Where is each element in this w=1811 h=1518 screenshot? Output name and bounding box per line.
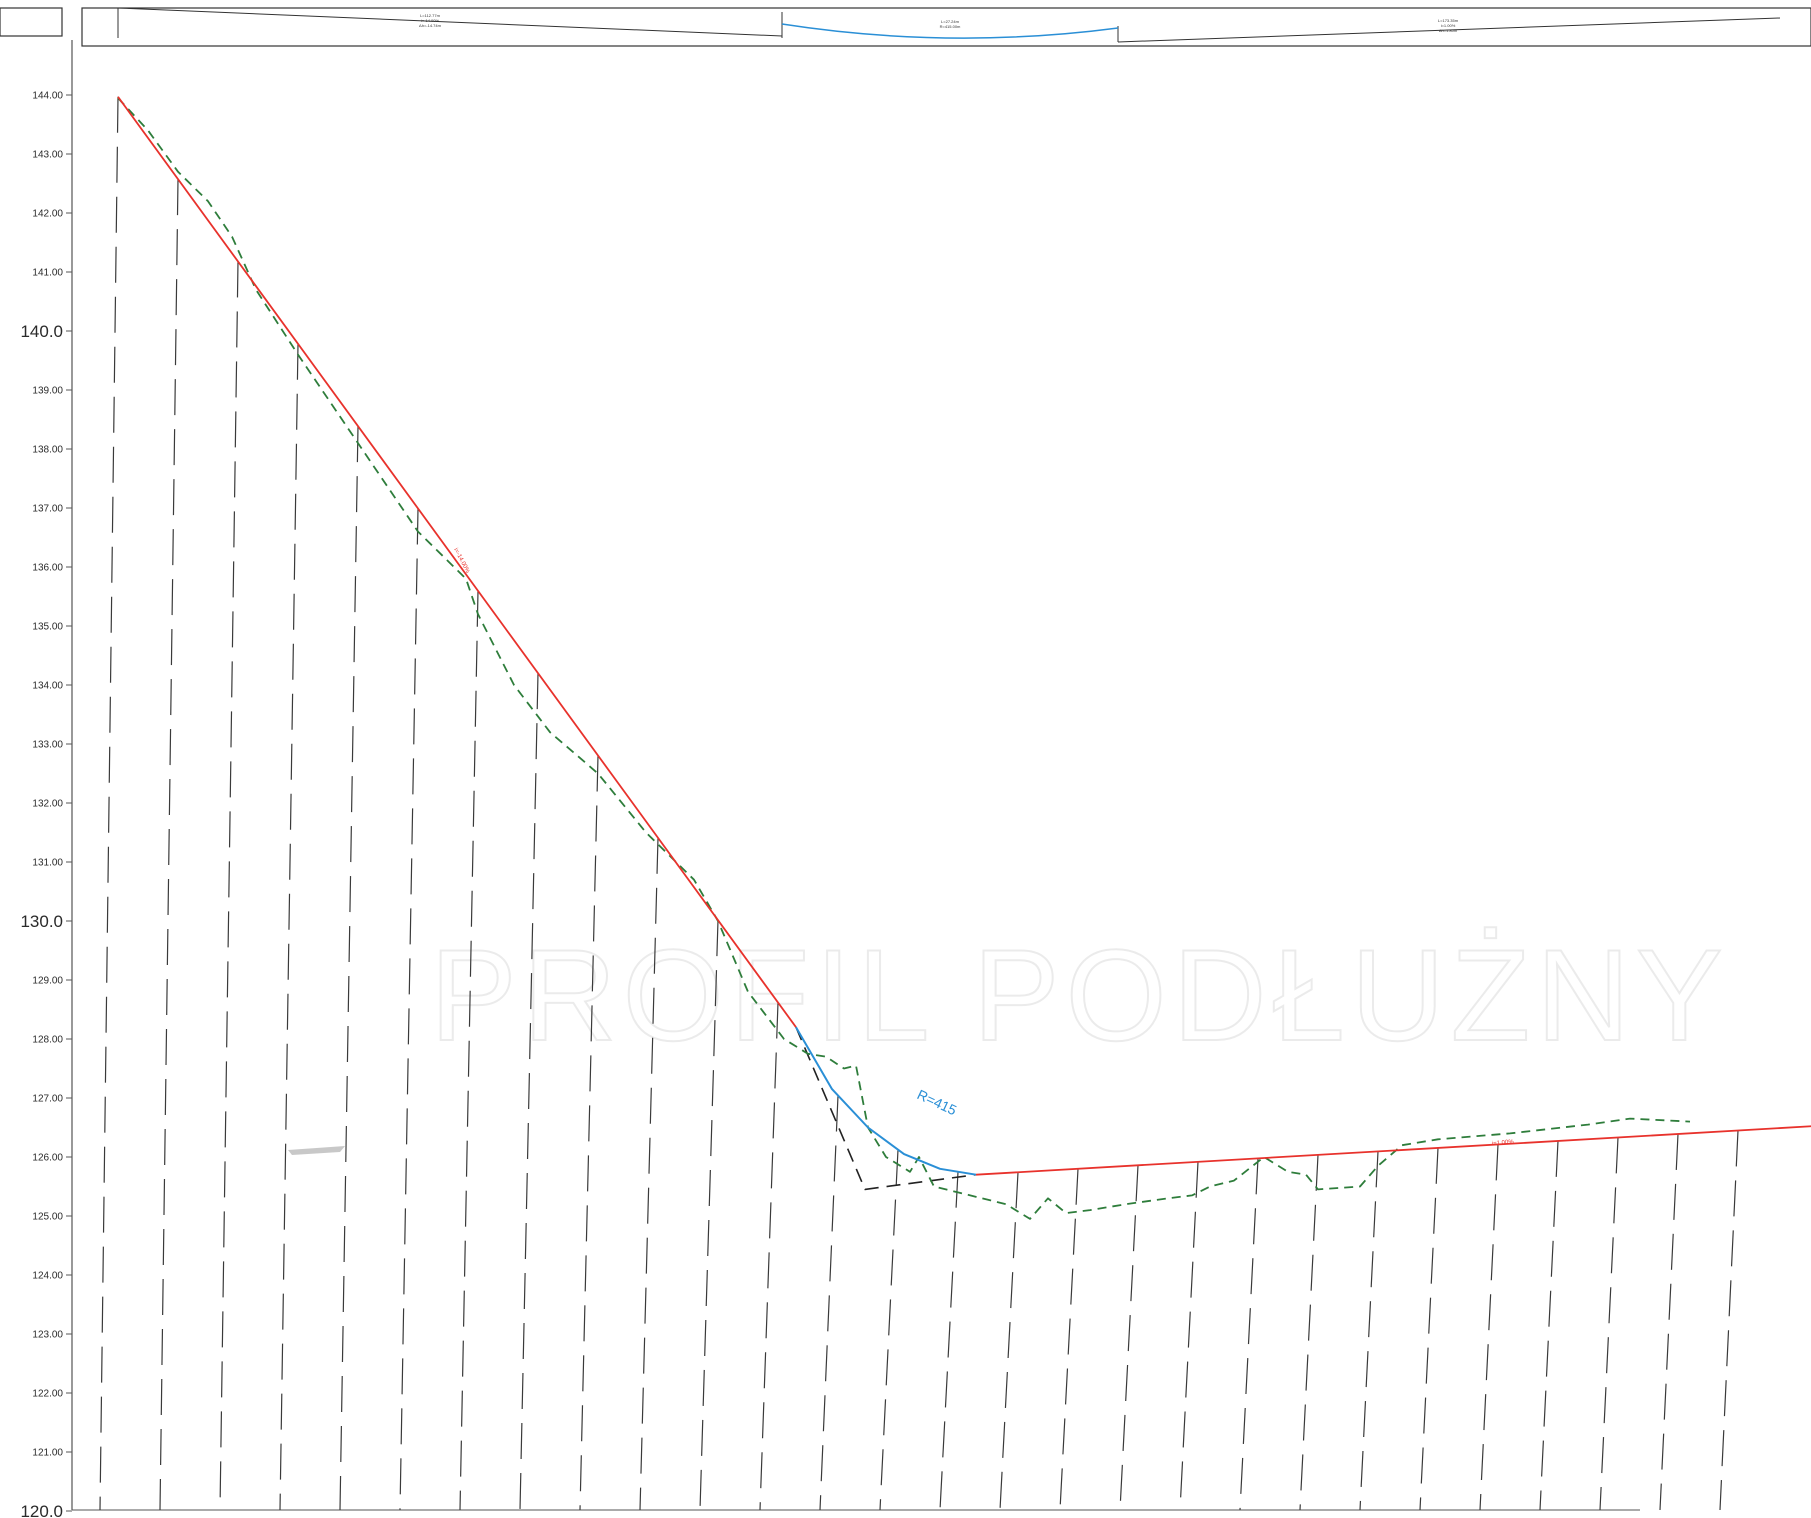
header-band-frame <box>81 7 1811 47</box>
y-tick-label: 138.00 <box>32 445 63 456</box>
station-line <box>879 1149 899 1511</box>
y-tick-label: 143.00 <box>32 150 63 161</box>
station-line <box>1599 1137 1619 1511</box>
design-grade-line <box>117 96 797 1028</box>
header-band: L=112.77m i=-14.00% Δh=-14.74m L=27.24m … <box>0 7 1811 47</box>
station-line <box>1119 1165 1139 1511</box>
y-tick-label: 129.00 <box>32 976 63 987</box>
station-line <box>519 673 539 1511</box>
y-tick-label: 127.00 <box>32 1094 63 1105</box>
station-line <box>219 261 239 1511</box>
station-lines <box>99 96 1739 1511</box>
annotation-label: i=1.00% <box>1492 1139 1515 1147</box>
station-line <box>819 1095 839 1511</box>
y-tick-label: 122.00 <box>32 1389 63 1400</box>
watermark-text: PROFIL PODŁUŻNY <box>430 922 1729 1068</box>
vertical-curve-line <box>795 1026 977 1176</box>
station-line <box>1359 1151 1379 1511</box>
station-line <box>1419 1147 1439 1511</box>
header-seg-1-line-1: L=112.77m <box>420 13 440 18</box>
y-tick-label: 139.00 <box>32 386 63 397</box>
station-line <box>639 837 659 1511</box>
scan-smudge <box>288 1146 345 1155</box>
station-line <box>579 755 599 1511</box>
station-line <box>1179 1161 1199 1511</box>
station-line <box>999 1172 1019 1511</box>
y-tick-label: 132.00 <box>32 799 63 810</box>
header-band-grade-line-1 <box>117 7 783 37</box>
station-line <box>1719 1130 1739 1511</box>
y-tick-label: 135.00 <box>32 622 63 633</box>
y-tick-label: 136.00 <box>32 563 63 574</box>
station-line <box>279 343 299 1511</box>
tangent-projection-line <box>795 1026 977 1191</box>
existing-ground-line <box>117 97 1691 1220</box>
y-tick-label: 128.00 <box>32 1035 63 1046</box>
y-tick-label: 134.00 <box>32 681 63 692</box>
header-seg-3-line-1: L=173.35m <box>1438 18 1459 23</box>
station-line <box>939 1171 959 1511</box>
y-tick-label: 130.0 <box>20 912 63 931</box>
design-grade-line-2 <box>975 1125 1811 1176</box>
station-line <box>1659 1133 1679 1511</box>
y-tick-label: 120.0 <box>20 1502 63 1518</box>
station-line <box>99 96 119 1511</box>
y-tick-label: 144.00 <box>32 91 63 102</box>
y-tick-label: 125.00 <box>32 1212 63 1223</box>
y-tick-label: 142.00 <box>32 209 63 220</box>
tick-labels: 144.00 143.00 142.00 141.00 140.0 139.00 138.0… <box>20 91 72 1518</box>
header-seg-1-line-3: Δh=-14.74m <box>419 23 442 28</box>
y-tick-label: 124.00 <box>32 1271 63 1282</box>
station-line <box>1479 1144 1499 1511</box>
header-seg-3-line-2: i=1.00% <box>1441 23 1456 28</box>
profile-lines <box>117 96 1811 1220</box>
station-line <box>1299 1154 1319 1511</box>
station-line <box>1539 1140 1559 1511</box>
header-band-grade-line-2 <box>1117 17 1781 43</box>
header-band-label-seg-2: L=27.24m R=415.00m <box>940 19 961 29</box>
station-line <box>1239 1158 1259 1511</box>
header-band-corner-box <box>0 7 63 37</box>
station-line <box>759 1002 779 1511</box>
header-band-label-seg-1: L=112.77m i=-14.00% Δh=-14.74m <box>419 13 442 28</box>
y-tick-label: 133.00 <box>32 740 63 751</box>
y-tick-label: 126.00 <box>32 1153 63 1164</box>
header-seg-3-line-3: Δh=1.80m <box>1439 28 1458 33</box>
y-tick-label: 121.00 <box>32 1448 63 1459</box>
station-line <box>339 426 359 1511</box>
header-band-label-seg-3: L=173.35m i=1.00% Δh=1.80m <box>1438 18 1459 33</box>
header-band-curve-line <box>781 23 1119 39</box>
station-line <box>459 590 479 1511</box>
y-tick-label: 141.00 <box>32 268 63 279</box>
station-line <box>1059 1168 1079 1511</box>
y-tick-label: 131.00 <box>32 858 63 869</box>
y-tick-label: 123.00 <box>32 1330 63 1341</box>
header-seg-1-line-2: i=-14.00% <box>421 18 440 23</box>
y-tick-label: 140.0 <box>20 322 63 341</box>
station-line <box>399 508 419 1511</box>
station-line <box>159 179 179 1511</box>
header-seg-2-line-2: R=415.00m <box>940 24 961 29</box>
elevation-axis <box>71 40 1640 1511</box>
y-tick-label: 137.00 <box>32 504 63 515</box>
header-seg-2-line-1: L=27.24m <box>941 19 960 24</box>
